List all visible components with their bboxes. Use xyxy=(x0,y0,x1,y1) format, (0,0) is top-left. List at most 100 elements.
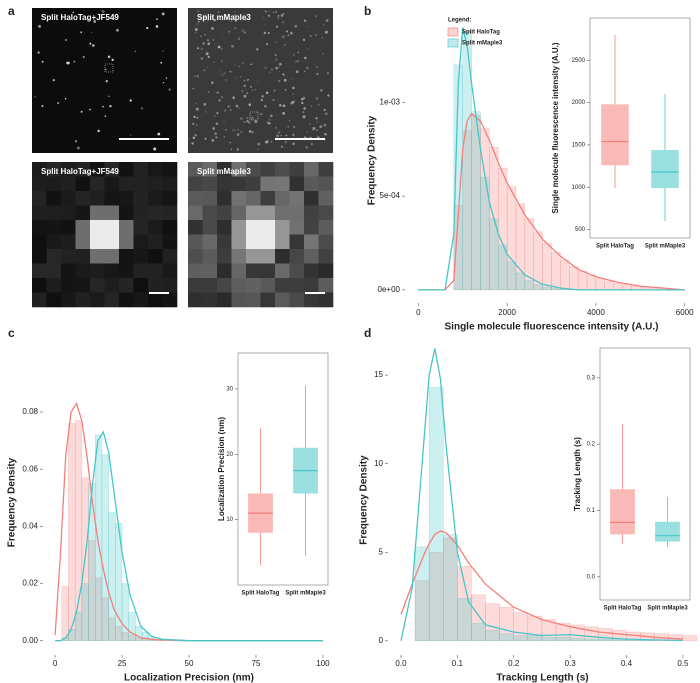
speckle xyxy=(316,129,318,132)
inset-category: Split mMaple3 xyxy=(285,591,326,597)
micrograph xyxy=(32,8,177,153)
speckle xyxy=(208,65,210,67)
pixel xyxy=(148,191,163,206)
speckle xyxy=(324,112,328,116)
pixel xyxy=(304,205,319,221)
histogram-bar xyxy=(542,242,552,291)
speckle xyxy=(104,115,107,118)
pixel xyxy=(119,292,134,308)
x-tick-label: 0 xyxy=(416,308,421,317)
pixel xyxy=(188,220,203,235)
pixel xyxy=(61,220,76,235)
speckle xyxy=(276,25,279,28)
speckle xyxy=(231,44,234,48)
histogram-bar xyxy=(533,284,543,291)
roi-box xyxy=(104,63,114,73)
speckle xyxy=(229,70,232,73)
pixel xyxy=(202,176,218,192)
speckle xyxy=(194,31,197,34)
x-tick-label: 2000 xyxy=(498,308,516,317)
y-tick-label: 0.02 xyxy=(22,579,38,588)
speckle xyxy=(196,9,200,13)
speckle xyxy=(92,44,95,47)
panel-label: d xyxy=(364,326,371,340)
speckle xyxy=(76,146,80,150)
y-tick-label: 0.04 xyxy=(22,521,38,530)
pixel xyxy=(318,176,334,192)
speckle xyxy=(204,34,206,36)
histogram-bar xyxy=(524,280,534,291)
y-tick-label: 0e+00 xyxy=(378,285,401,294)
pixel xyxy=(289,205,305,221)
pixel xyxy=(119,205,134,221)
speckle xyxy=(194,75,197,78)
speckle xyxy=(66,61,70,65)
speckle xyxy=(275,131,277,134)
histogram-bar xyxy=(533,231,543,291)
pixel xyxy=(304,176,319,192)
speckle xyxy=(225,79,228,81)
speckle xyxy=(215,136,218,139)
speckle xyxy=(315,97,319,100)
pixel xyxy=(90,278,105,293)
speckle xyxy=(281,35,285,39)
speckle xyxy=(156,18,158,20)
speckle xyxy=(264,66,268,70)
histogram-bar xyxy=(457,598,472,642)
pixel xyxy=(217,249,232,264)
histogram-bar xyxy=(61,586,69,641)
y-tick-label: 0.08 xyxy=(22,407,38,416)
pixel xyxy=(133,234,149,250)
speckle xyxy=(242,62,244,64)
inset-category: Split HaloTag xyxy=(604,606,642,612)
speckle xyxy=(262,16,265,19)
pixel xyxy=(119,263,134,279)
speckle xyxy=(305,146,308,149)
pixel xyxy=(318,234,334,250)
pixel xyxy=(289,220,305,235)
speckle xyxy=(310,35,312,37)
pixel xyxy=(202,292,218,308)
speckle xyxy=(64,38,68,42)
speckle xyxy=(285,134,288,137)
pixel xyxy=(104,278,120,293)
pixel xyxy=(162,292,178,308)
speckle xyxy=(220,96,224,99)
x-tick-label: 0.5 xyxy=(677,659,689,668)
pixel xyxy=(304,191,319,206)
pixel xyxy=(46,162,62,177)
speckle xyxy=(243,120,246,124)
y-tick-label: 0 xyxy=(379,636,384,645)
histogram-bar xyxy=(506,261,517,291)
y-axis-label: Frequency Density xyxy=(7,457,18,547)
speckle xyxy=(204,137,207,140)
inset-category: Split mMaple3 xyxy=(647,606,688,612)
speckle xyxy=(278,70,281,73)
inset-category: Split HaloTag xyxy=(242,591,280,597)
pixel xyxy=(231,234,247,250)
histogram-bar xyxy=(135,626,143,641)
pixel xyxy=(162,278,178,293)
speckle xyxy=(232,96,235,100)
histogram-bar xyxy=(428,387,444,642)
histogram-bar xyxy=(541,637,557,642)
speckle xyxy=(207,91,210,93)
speckle xyxy=(251,89,254,92)
histogram-bar xyxy=(527,635,543,642)
histogram-bar xyxy=(141,631,150,641)
speckle xyxy=(294,60,298,63)
pixel xyxy=(90,292,105,308)
pixel xyxy=(148,234,163,250)
pixel xyxy=(304,263,319,279)
speckle xyxy=(284,89,287,91)
pixel xyxy=(304,220,319,235)
speckle xyxy=(115,28,119,32)
pixel xyxy=(61,205,76,221)
pixel xyxy=(188,278,203,293)
pixel xyxy=(75,263,91,279)
pixel xyxy=(304,278,319,293)
pixel xyxy=(119,176,134,192)
speckle xyxy=(218,98,221,101)
speckle xyxy=(292,93,294,95)
pixel xyxy=(260,162,276,177)
